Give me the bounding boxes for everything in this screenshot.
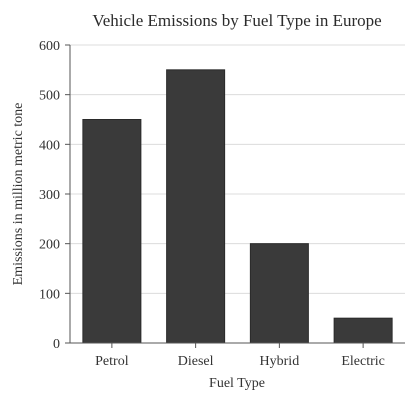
y-tick-label-0: 0 [53, 337, 60, 352]
x-axis-ticks: Petrol Diesel Hybrid Electric [95, 343, 385, 369]
bar-petrol [83, 120, 141, 344]
bars [83, 70, 392, 343]
bar-diesel [167, 70, 225, 343]
y-axis-ticks: 0 100 200 300 400 500 600 [39, 39, 70, 352]
y-tick-label-300: 300 [39, 188, 60, 203]
y-tick-label-400: 400 [39, 138, 60, 153]
x-tick-label-petrol: Petrol [95, 354, 129, 369]
x-tick-label-hybrid: Hybrid [260, 354, 300, 369]
y-tick-label-600: 600 [39, 39, 60, 54]
bar-electric [334, 318, 392, 343]
y-axis-title: Emissions in million metric tone [11, 103, 26, 286]
y-tick-label-500: 500 [39, 89, 60, 104]
x-axis-title: Fuel Type [209, 376, 265, 391]
y-tick-label-100: 100 [39, 287, 60, 302]
x-tick-label-electric: Electric [341, 354, 385, 369]
y-tick-label-200: 200 [39, 238, 60, 253]
x-tick-label-diesel: Diesel [178, 354, 214, 369]
chart-title: Vehicle Emissions by Fuel Type in Europe [92, 11, 381, 30]
bar-hybrid [250, 244, 308, 343]
